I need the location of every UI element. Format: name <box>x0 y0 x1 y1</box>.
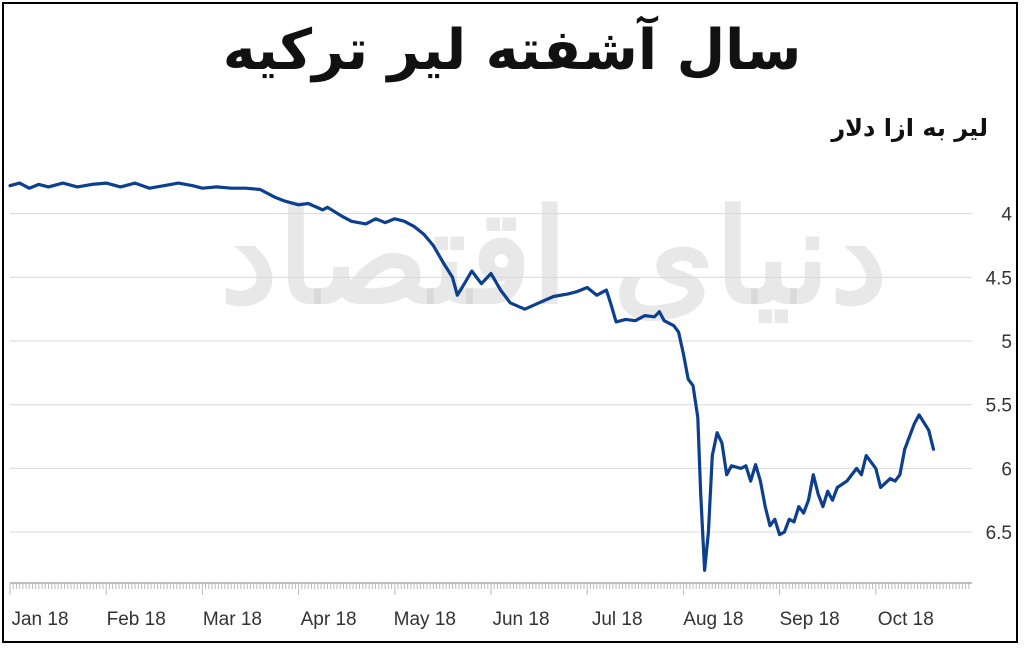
chart-title: سال آشفته لیر ترکیه <box>222 18 802 83</box>
y-axis: 4 4.5 5 5.5 6 6.5 <box>986 205 1013 544</box>
grid-lines <box>10 213 972 533</box>
x-tick-label: Jan 18 <box>11 609 68 630</box>
x-tick-label: Jul 18 <box>592 609 643 630</box>
x-tick-label: Aug 18 <box>683 609 743 630</box>
y-tick-label: 5.5 <box>986 396 1012 417</box>
x-axis: Jan 18 Feb 18 Mar 18 Apr 18 May 18 Jun 18 Jul … <box>9 582 972 630</box>
series-line <box>8 181 936 572</box>
chart-frame <box>2 2 1018 643</box>
x-tick-label: Feb 18 <box>107 609 166 630</box>
x-tick-label: Jun 18 <box>492 609 549 630</box>
x-tick-label: May 18 <box>394 609 456 630</box>
y-axis-label: لیر به ازا دلار <box>831 114 988 142</box>
y-tick-label: 5 <box>1001 332 1012 353</box>
x-tick-label: Oct 18 <box>878 609 934 630</box>
x-tick-label: Apr 18 <box>301 609 357 630</box>
y-tick-label: 4.5 <box>986 268 1012 289</box>
x-tick-label: Mar 18 <box>203 609 262 630</box>
y-tick-label: 4 <box>1001 205 1012 226</box>
y-tick-label: 6.5 <box>986 523 1012 544</box>
x-tick-label: Sep 18 <box>779 609 839 630</box>
y-tick-label: 6 <box>1001 459 1012 480</box>
